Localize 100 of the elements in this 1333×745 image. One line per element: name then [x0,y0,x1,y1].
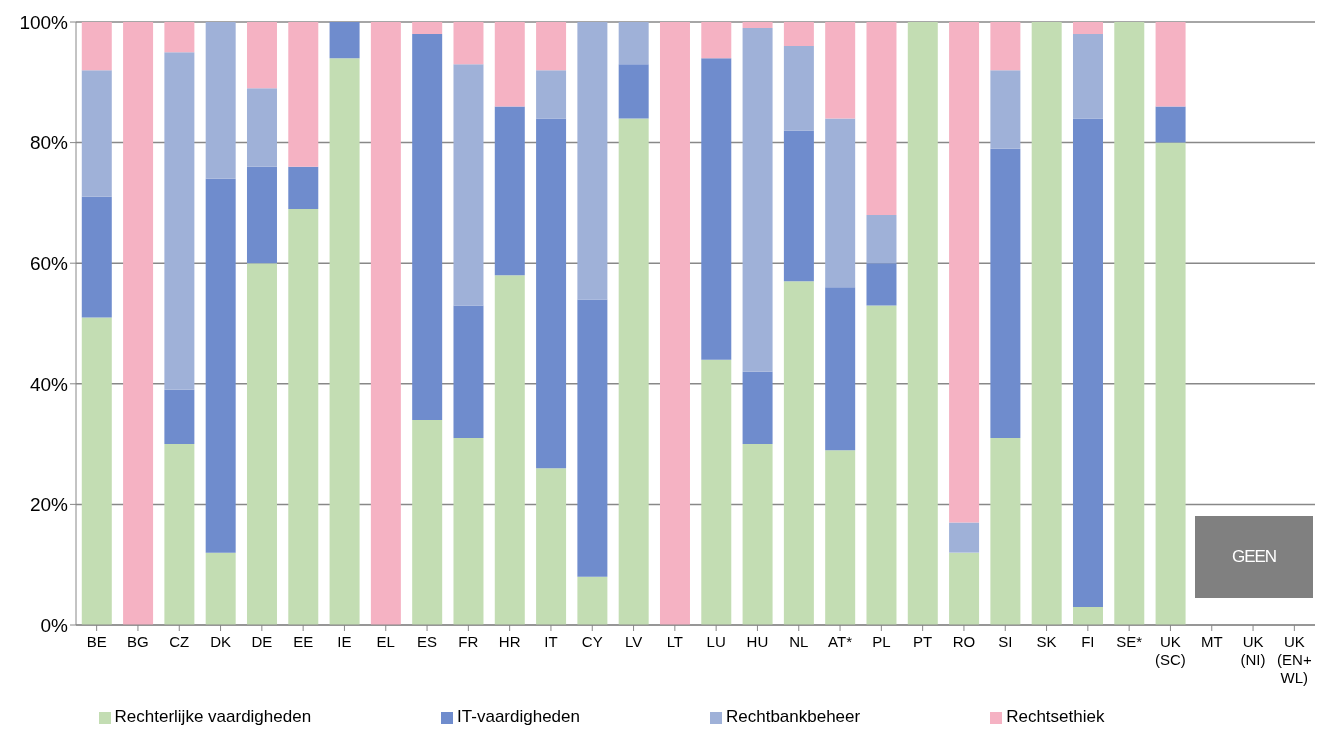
legend-label: Rechterlijke vaardigheden [114,707,312,726]
bar [205,22,236,179]
y-tick-label: 100% [19,11,69,33]
bar [164,444,195,625]
x-tick-label: CZ [169,633,190,650]
bar [618,118,649,625]
bar [1072,606,1103,625]
bar [742,371,773,445]
bar [949,22,980,523]
bar [246,88,277,167]
bar [288,208,319,625]
bar [453,22,484,65]
bar [288,22,319,167]
bar [494,22,525,107]
bar [536,70,567,119]
bar [783,46,814,131]
x-tick-label: FR [458,633,479,650]
y-tick-label: 0% [40,614,69,636]
x-tick-label: PL [872,633,891,650]
text-box: GEEN [1195,516,1313,598]
bar [536,22,567,71]
x-tick-label: ES [417,633,438,650]
x-tick-label: UK (NI) [1240,633,1266,668]
bar [370,22,401,625]
bar [412,22,443,35]
x-tick-label: SE* [1116,633,1143,650]
bar [701,22,732,59]
bar [618,64,649,119]
bar [329,22,360,59]
bar [412,419,443,625]
x-tick-label: DE [251,633,273,650]
x-tick-label: LU [706,633,726,650]
bar [742,22,773,29]
bar [866,263,897,306]
bar [164,22,195,53]
x-tick-label: AT* [828,633,853,650]
legend-label: IT-vaardigheden [457,707,580,726]
bar [577,299,608,577]
y-tick-label: 80% [29,132,69,154]
bar [164,389,195,445]
x-tick-label: BE [86,633,107,650]
x-tick-label: SI [998,633,1013,650]
bar [246,263,277,625]
bar [825,118,856,288]
x-tick-label: BG [127,633,149,650]
bar [701,359,732,625]
bar [866,214,897,264]
x-tick-label: FI [1081,633,1095,650]
bar [81,22,112,71]
y-tick-label: 20% [29,494,69,516]
bar [1072,118,1103,607]
bar [123,22,154,625]
x-tick-label: UK (SC) [1155,633,1186,668]
bar [1155,106,1186,143]
bar [742,28,773,372]
bar [825,450,856,625]
bar [494,106,525,276]
bar [1031,22,1062,625]
bar [990,148,1021,439]
bar [949,552,980,625]
y-tick-label: 40% [29,373,69,395]
x-tick-label: HR [498,633,521,650]
bar [783,130,814,282]
x-tick-label: IE [337,633,352,650]
bar [494,275,525,625]
bar [825,287,856,451]
bar [205,552,236,625]
bar [742,444,773,625]
bar [205,178,236,553]
bar [990,438,1021,625]
bar [453,438,484,625]
bar [783,281,814,625]
bar [329,58,360,625]
bar [659,22,690,625]
bar [536,118,567,469]
bar [412,34,443,420]
bar [866,22,897,215]
bar [81,196,112,318]
x-tick-label: EL [376,633,395,650]
bar [81,70,112,197]
bar [701,58,732,360]
bar [453,64,484,306]
x-tick-label: CY [581,633,603,650]
bar [825,22,856,119]
x-tick-label: DK [210,633,231,650]
legend-label: Rechtsethiek [1006,707,1105,726]
bar [1114,22,1145,625]
bar [990,22,1021,71]
bar [907,22,938,625]
bar [1155,22,1186,107]
x-tick-label: LV [624,633,643,650]
bar [577,576,608,625]
bar [1072,22,1103,35]
y-tick-label: 60% [29,252,69,274]
bar [1072,34,1103,119]
bar [246,166,277,264]
bar [783,22,814,47]
bar [990,70,1021,149]
bar [81,317,112,625]
x-tick-label: NL [789,633,809,650]
